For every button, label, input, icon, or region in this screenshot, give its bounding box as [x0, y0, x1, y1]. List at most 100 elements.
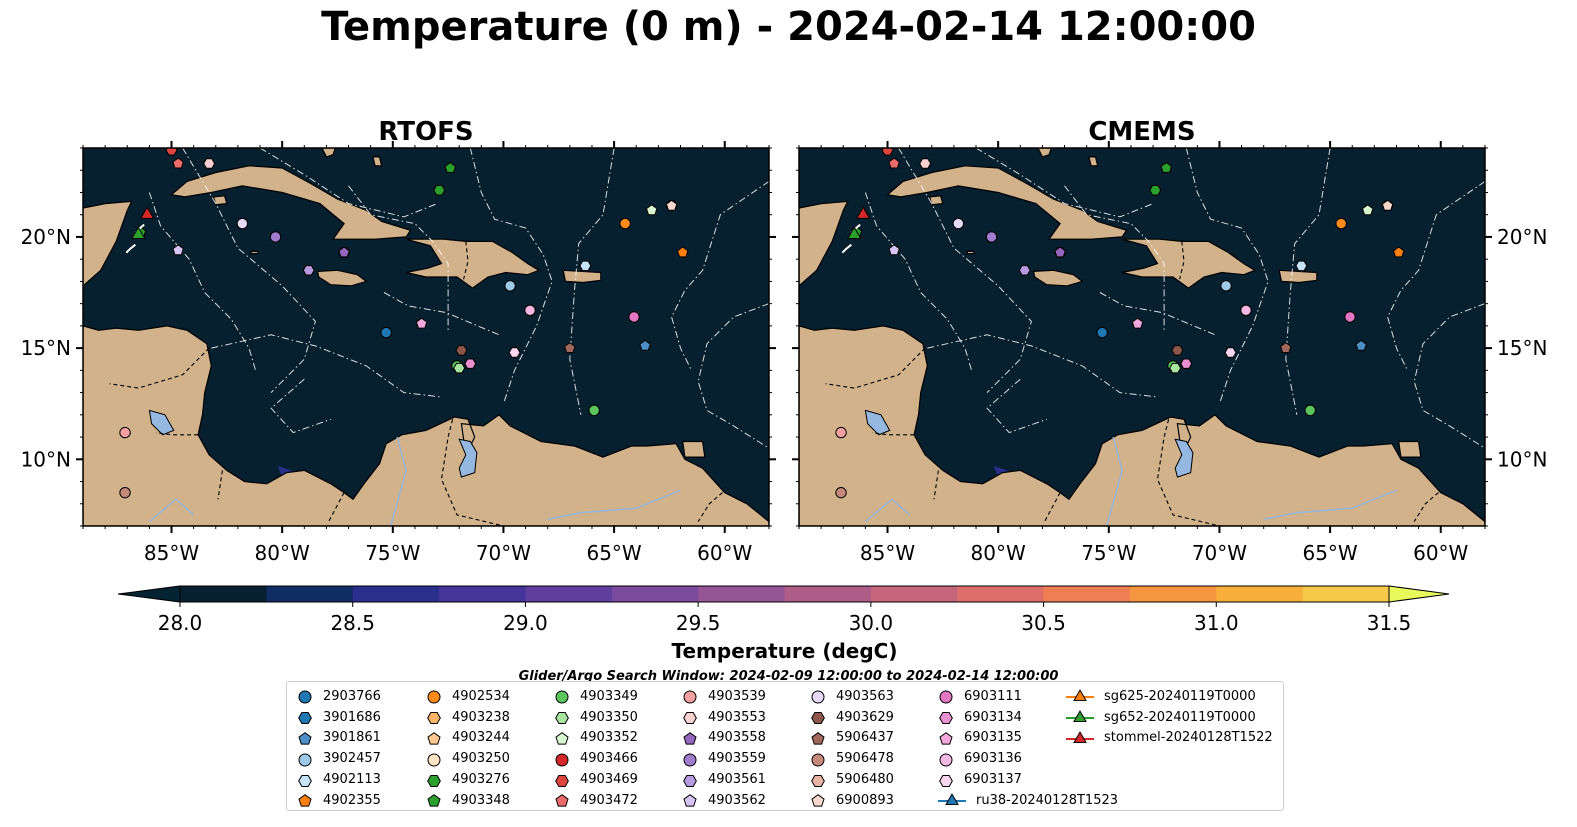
legend-label: 5906437	[836, 730, 894, 746]
legend-symbol	[427, 690, 441, 704]
legend-symbol	[811, 774, 825, 787]
eez-boundary-8	[211, 334, 442, 398]
float-marker-4903561	[302, 265, 315, 276]
eez-boundary-8	[927, 334, 1158, 398]
land-polygon-1	[799, 325, 1485, 526]
river-1	[1263, 489, 1397, 521]
map-frame	[82, 147, 770, 527]
legend-symbol	[298, 732, 312, 745]
legend-label: 4903563	[836, 688, 894, 704]
eez-boundary-7	[864, 192, 973, 371]
lon-tick-label: 60°W	[1413, 541, 1468, 565]
legend-symbol	[683, 794, 697, 807]
legend-marker-icon	[938, 793, 966, 806]
float-marker-4903349	[1304, 404, 1316, 417]
legend-label: 4903352	[580, 730, 638, 746]
legend-symbol	[811, 794, 825, 807]
lon-tick-label: 65°W	[586, 541, 641, 565]
legend-label: 4903466	[580, 751, 638, 767]
legend-symbol	[1073, 710, 1087, 723]
eez-boundary-1	[975, 148, 1154, 218]
legend-item: 5906437	[808, 728, 894, 749]
legend-label: 4903250	[452, 751, 510, 767]
eez-boundary-5	[671, 180, 769, 371]
colorbar-tick-label: 31.5	[1367, 611, 1412, 635]
legend-item: 4903350	[552, 707, 638, 728]
legend-marker-icon	[555, 690, 569, 704]
eez-boundary-0	[898, 148, 1032, 393]
float-marker-5906478	[835, 486, 847, 499]
legend-label: 4903350	[580, 709, 638, 725]
legend-label: 3901686	[323, 709, 381, 725]
colorbar-segment	[1043, 586, 1131, 602]
legend-item: 2903766	[295, 686, 381, 707]
legend-item: 4903539	[680, 686, 766, 707]
river-0	[389, 436, 407, 526]
country-border-3	[1044, 492, 1061, 522]
lon-tick-label: 70°W	[476, 541, 531, 565]
colorbar-segment	[180, 586, 267, 602]
legend-label: 4903238	[452, 709, 510, 725]
legend-symbol	[939, 732, 953, 745]
legend-column: 4903563 4903629 5906437 5906478 5906480 69008…	[808, 686, 894, 811]
legend-item: 3902457	[295, 748, 381, 769]
legend-label: 4903558	[708, 730, 766, 746]
float-marker-3902457	[1220, 280, 1232, 292]
legend-label: 5906478	[836, 751, 894, 767]
land-polygon-2	[886, 165, 1128, 240]
legend-symbol	[939, 712, 953, 725]
float-marker-5906437	[564, 342, 576, 353]
lat-tick-label: 15°N	[1497, 336, 1547, 360]
legend-label: 2903766	[323, 688, 381, 704]
legend-item: 3901861	[295, 728, 381, 749]
legend-label: 4903561	[708, 772, 766, 788]
eez-boundary-7	[148, 192, 257, 371]
legend-marker-icon	[939, 712, 953, 725]
legend-symbol	[555, 690, 569, 704]
glider-track	[125, 243, 136, 254]
lake-0	[458, 438, 478, 478]
legend-marker-icon	[1066, 689, 1094, 702]
legend-symbol	[427, 753, 441, 767]
float-marker-4903244	[814, 107, 824, 117]
map-frame	[798, 147, 1486, 527]
legend-label: 4903349	[580, 688, 638, 704]
legend-marker-icon	[683, 690, 697, 704]
legend-marker-icon	[683, 753, 697, 767]
float-marker-4903561	[1018, 265, 1031, 276]
legend-item: 4903558	[680, 728, 766, 749]
legend-label: 6903111	[964, 688, 1022, 704]
colorbar-segment	[870, 586, 958, 602]
float-marker-4903348	[444, 161, 457, 173]
legend-symbol	[811, 753, 825, 767]
legend: 2903766 3901686 3901861 3902457 4902113 49023…	[286, 681, 1284, 811]
legend-symbol	[298, 690, 312, 704]
legend-label: 4903472	[580, 792, 638, 808]
eez-boundary-3	[1185, 148, 1269, 404]
legend-symbol	[683, 732, 697, 745]
colorbar-segment	[611, 586, 699, 602]
float-marker-5906437	[1280, 342, 1292, 353]
legend-item: 4903472	[552, 790, 638, 811]
legend-item: 6903135	[936, 728, 1118, 749]
legend-symbol	[811, 690, 825, 704]
lon-tick-label: 75°W	[365, 541, 420, 565]
float-marker-4903562	[888, 244, 900, 256]
colorbar-tick-label: 29.0	[503, 611, 548, 635]
legend-item: 4902113	[295, 769, 381, 790]
land-polygon-7	[321, 148, 336, 158]
colorbar-segment	[266, 586, 354, 602]
legend-item: 4903559	[680, 748, 766, 769]
legend-label: 4903348	[452, 792, 510, 808]
lake-0	[1174, 438, 1194, 478]
float-marker-4903466	[798, 121, 808, 131]
float-marker-3901861	[1355, 339, 1367, 351]
float-marker-4903629	[455, 345, 468, 356]
legend-label: 4903244	[452, 730, 510, 746]
colorbar-frame	[179, 585, 1390, 603]
float-marker-4903563	[236, 217, 249, 230]
float-marker-3902457	[504, 280, 516, 292]
colorbar-segment	[525, 586, 613, 602]
legend-marker-icon	[555, 753, 569, 767]
legend-item: 6900893	[808, 790, 894, 811]
